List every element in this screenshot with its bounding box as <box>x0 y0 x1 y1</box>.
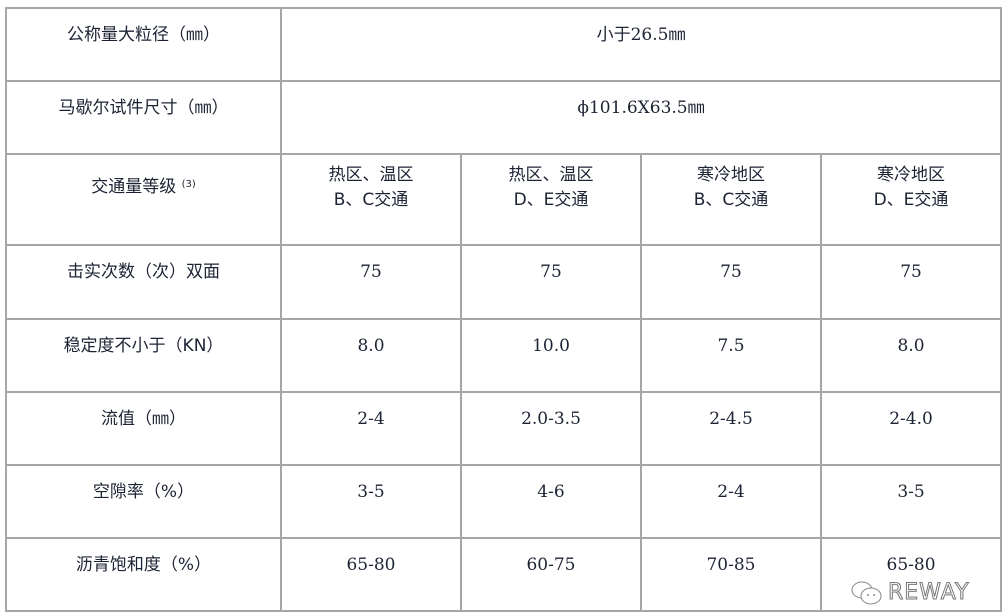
cell: 2-4 <box>640 464 822 539</box>
header-line: B、C交通 <box>693 190 769 210</box>
cell: 2-4.5 <box>640 391 822 466</box>
specimen-size-value: ϕ101.6X63.5㎜ <box>279 80 1003 155</box>
row-label: 流值（㎜） <box>5 391 282 466</box>
header-line: 热区、温区 <box>328 165 414 185</box>
cell: 4-6 <box>460 464 642 539</box>
row-label: 沥青饱和度（%） <box>5 537 282 612</box>
row-label: 稳定度不小于（KN） <box>5 318 282 393</box>
cell: 2.0-3.5 <box>460 391 642 466</box>
cell: 75 <box>819 244 1003 320</box>
table-row: 沥青饱和度（%） 65-80 60-75 70-85 65-80 <box>5 537 1003 612</box>
row-label: 击实次数（次）双面 <box>5 244 282 320</box>
row-label: 公称量大粒径（㎜） <box>5 7 282 82</box>
cell: 65-80 <box>280 537 462 612</box>
cell: 75 <box>460 244 642 320</box>
table-row: 交通量等级 (3) 热区、温区 B、C交通 热区、温区 D、E交通 寒冷地区 B、C交… <box>5 153 1003 246</box>
header-line: B、C交通 <box>333 190 409 210</box>
cell: 2-4 <box>280 391 462 466</box>
row-label: 马歇尔试件尺寸（㎜） <box>5 80 282 155</box>
cell: 75 <box>280 244 462 320</box>
watermark-text: REWAY <box>888 580 970 606</box>
cell: 7.5 <box>640 318 822 393</box>
header-line: 寒冷地区 <box>877 165 946 185</box>
column-header: 热区、温区 D、E交通 <box>460 153 642 246</box>
cell: 2-4.0 <box>819 391 1003 466</box>
header-line: D、E交通 <box>873 190 949 210</box>
cell: 65-80 <box>819 537 1003 612</box>
wechat-icon <box>851 581 882 605</box>
table-row: 空隙率（%） 3-5 4-6 2-4 3-5 <box>5 464 1003 539</box>
header-line: D、E交通 <box>513 190 589 210</box>
table-row: 公称量大粒径（㎜） 小于26.5㎜ <box>5 7 1003 82</box>
cell: 10.0 <box>460 318 642 393</box>
column-header: 寒冷地区 D、E交通 <box>819 153 1003 246</box>
row-label: 交通量等级 (3) <box>5 153 282 246</box>
marshall-test-table: 公称量大粒径（㎜） 小于26.5㎜ 马歇尔试件尺寸（㎜） ϕ101.6X63.5… <box>5 7 1003 612</box>
table-row: 流值（㎜） 2-4 2.0-3.5 2-4.5 2-4.0 <box>5 391 1003 466</box>
row-label: 空隙率（%） <box>5 464 282 539</box>
table-row: 马歇尔试件尺寸（㎜） ϕ101.6X63.5㎜ <box>5 80 1003 155</box>
header-line: 热区、温区 <box>508 165 594 185</box>
table-row: 稳定度不小于（KN） 8.0 10.0 7.5 8.0 <box>5 318 1003 393</box>
header-line: 寒冷地区 <box>697 165 765 185</box>
watermark: REWAY <box>850 580 970 606</box>
cell: 8.0 <box>819 318 1003 393</box>
cell: 60-75 <box>460 537 642 612</box>
cell: 3-5 <box>280 464 462 539</box>
cell: 8.0 <box>280 318 462 393</box>
cell: 70-85 <box>640 537 822 612</box>
cell: 75 <box>640 244 822 320</box>
footnote-marker: (3) <box>181 179 196 190</box>
traffic-level-label: 交通量等级 <box>91 177 177 197</box>
table-row: 击实次数（次）双面 75 75 75 75 <box>5 244 1003 320</box>
column-header: 热区、温区 B、C交通 <box>280 153 462 246</box>
max-particle-size-value: 小于26.5㎜ <box>279 7 1003 82</box>
column-header: 寒冷地区 B、C交通 <box>640 153 822 246</box>
cell: 3-5 <box>819 464 1003 539</box>
